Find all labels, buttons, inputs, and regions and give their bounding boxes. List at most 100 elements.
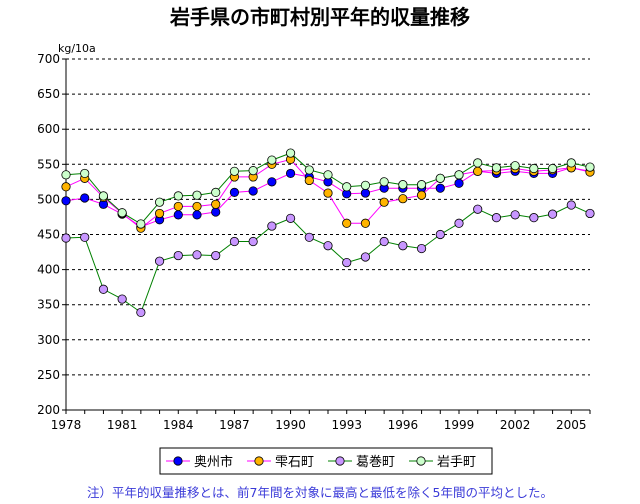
x-tick-label: 1987 [219,418,250,432]
data-point-series-4 [248,166,258,176]
x-tick-label: 1993 [331,418,362,432]
data-point-series-4 [61,170,71,180]
data-point-series-1 [248,186,258,196]
y-tick-label: 650 [37,87,60,101]
data-point-series-4 [304,165,314,175]
data-point-series-2 [342,218,352,228]
chart-title: 岩手県の市町村別平年的収量推移 [169,5,470,29]
data-point-series-3 [285,213,296,223]
x-tick-labels: 1978 1981 1984 1987 1990 1993 1996 1999 2002 2005 [51,418,587,432]
data-point-series-3 [566,200,576,210]
legend-label: 岩手町 [437,455,476,470]
data-point-series-3 [323,241,333,251]
legend-marker [335,456,345,466]
legend-label: 雫石町 [275,455,314,470]
data-point-series-3 [117,294,127,304]
legend-label: 葛巻町 [356,455,395,470]
data-point-series-3 [173,250,183,261]
y-tick-label: 350 [37,298,60,312]
data-point-series-4 [117,208,127,218]
data-point-series-4 [473,158,483,168]
data-point-series-1 [285,168,296,179]
data-point-series-4 [229,166,240,176]
data-point-series-4 [416,180,427,190]
data-point-series-2 [304,175,314,186]
data-point-series-3 [510,210,520,220]
data-point-series-4 [323,170,333,180]
data-point-series-3 [398,241,408,251]
data-point-series-3 [267,221,277,231]
data-point-series-3 [80,232,90,242]
x-tick-label: 1978 [51,418,82,432]
data-point-series-3 [248,236,258,247]
axes [62,58,591,414]
y-tick-label: 200 [37,403,60,417]
footnote: 注）平年的収量推移とは、前7年間を対象に最高と最低を除く5年間の平均とした。 [87,485,553,500]
series-points [61,148,595,318]
legend: 奥州市 雫石町 葛巻町 岩手町 [159,447,493,475]
x-tick-label: 1984 [163,418,194,432]
data-point-series-3 [379,236,389,247]
data-point-series-3 [529,213,539,223]
legend-marker [173,456,183,466]
series-line-3 [65,204,591,314]
data-point-series-2 [173,201,183,212]
data-point-series-4 [192,190,202,200]
data-point-series-3 [342,257,352,268]
data-point-series-4 [454,170,464,180]
data-point-series-3 [192,250,202,260]
y-axis-unit: kg/10a [58,42,96,55]
data-point-series-4 [510,161,520,171]
data-point-series-1 [229,187,240,197]
data-point-series-2 [211,199,221,209]
data-point-series-1 [192,210,202,220]
data-point-series-2 [473,166,483,176]
y-tick-labels: 200 250 300 350 400 450 500 550 600 650 700 [37,52,60,417]
data-point-series-4 [267,155,277,165]
data-point-series-3 [98,284,109,294]
x-tick-label: 1996 [388,418,419,432]
data-point-series-1 [61,196,71,206]
data-point-series-4 [285,148,296,158]
data-point-series-3 [435,229,445,240]
data-point-series-2 [61,182,71,192]
data-point-series-4 [98,191,109,201]
data-point-series-3 [473,204,483,214]
data-point-series-4 [529,163,539,174]
data-point-series-3 [211,250,221,261]
y-tick-label: 500 [37,192,60,206]
data-point-series-2 [192,201,202,212]
data-point-series-4 [566,158,576,168]
data-point-series-4 [136,219,146,229]
data-point-series-1 [173,210,183,220]
x-tick-label: 2002 [500,418,531,432]
data-point-series-2 [398,194,408,204]
y-tick-label: 400 [37,263,60,277]
data-point-series-2 [323,188,333,198]
data-point-series-3 [154,256,165,266]
data-point-series-4 [379,177,389,187]
data-point-series-3 [304,232,314,242]
legend-marker [254,456,264,466]
data-point-series-4 [80,168,90,179]
data-point-series-3 [547,209,558,219]
data-point-series-4 [435,173,445,183]
legend-marker [416,456,426,466]
data-point-series-2 [360,218,371,228]
data-point-series-2 [416,190,427,200]
data-point-series-3 [454,218,464,228]
data-point-series-3 [61,233,71,243]
x-tick-label: 2005 [556,418,587,432]
data-point-series-4 [173,191,183,201]
y-tick-label: 300 [37,333,60,347]
legend-label: 奥州市 [194,454,233,470]
data-point-series-4 [547,163,558,174]
x-tick-label: 1990 [275,418,306,432]
data-point-series-4 [211,187,221,197]
data-point-series-1 [360,188,371,198]
data-point-series-4 [398,180,408,190]
data-point-series-1 [267,177,277,187]
data-point-series-3 [416,243,427,254]
data-point-series-2 [379,197,389,207]
